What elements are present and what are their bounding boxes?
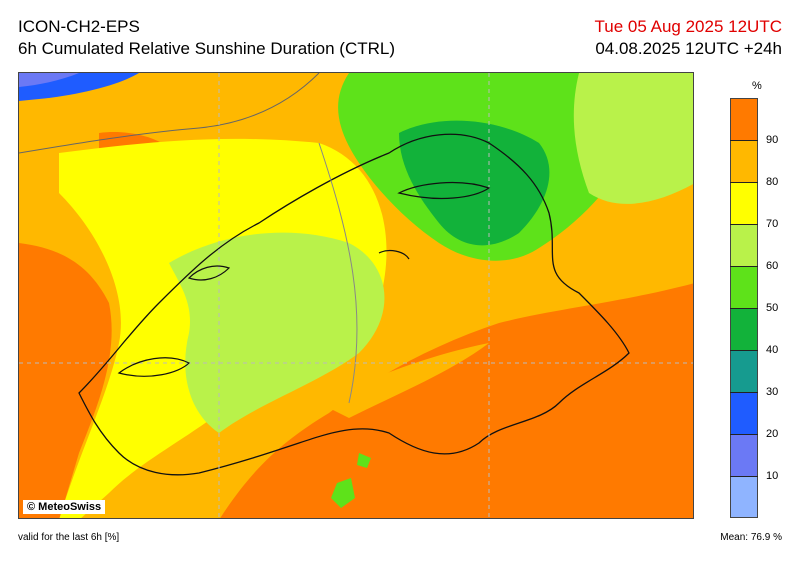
sunshine-map: © MeteoSwiss (18, 72, 694, 519)
validity-note: valid for the last 6h [%] (18, 532, 120, 543)
colorbar-tick-line (730, 140, 758, 141)
border-line-north (19, 73, 320, 154)
south-orange-region (220, 283, 693, 518)
product-name: 6h Cumulated Relative Sunshine Duration … (18, 39, 396, 58)
map-canvas (19, 73, 693, 518)
colorbar-tick-label: 80 (766, 176, 779, 188)
plateau-lightgreen (169, 232, 385, 433)
colorbar-tick-line (730, 392, 758, 393)
legend-unit: % (752, 80, 762, 92)
colorbar-segment-0-10 (731, 477, 757, 517)
colorbar-segment-50-60 (731, 267, 757, 309)
north-darkgreen-core (399, 120, 550, 246)
colorbar-segment-60-70 (731, 225, 757, 267)
colorbar-segment-80-90 (731, 141, 757, 183)
colorbar-segment-90-100 (731, 99, 757, 141)
colorbar-tick-label: 30 (766, 386, 779, 398)
south-green-spot-2 (331, 478, 355, 508)
colorbar-tick-label: 20 (766, 428, 779, 440)
colorbar-tick-line (730, 266, 758, 267)
alps-transition-strip (319, 343, 489, 418)
colorbar-segment-70-80 (731, 183, 757, 225)
colorbar-segment-40-50 (731, 309, 757, 351)
lake-lucerne (378, 249, 410, 260)
colorbar-tick-line (730, 476, 758, 477)
lake-constance (397, 181, 491, 200)
colorbar-tick-label: 40 (766, 344, 779, 356)
colorbar-tick-label: 60 (766, 260, 779, 272)
colorbar-tick-line (730, 182, 758, 183)
lake-neuchatel (187, 265, 231, 281)
colorbar-segment-20-30 (731, 393, 757, 435)
south-green-spot (357, 453, 371, 468)
west-orange-region (19, 243, 112, 518)
ne-lightgreen-region (573, 73, 693, 204)
model-name: ICON-CH2-EPS (18, 17, 140, 36)
time-block: Tue 05 Aug 2025 12UTC 04.08.2025 12UTC +… (595, 16, 782, 60)
colorbar-tick-line (730, 224, 758, 225)
colorbar-tick-line (730, 308, 758, 309)
title-block: ICON-CH2-EPS 6h Cumulated Relative Sunsh… (18, 16, 395, 60)
canton-line (318, 142, 358, 404)
colorbar-tick-line (730, 350, 758, 351)
lake-geneva (117, 357, 191, 377)
nw-blue-corner-inner (19, 73, 79, 87)
run-info: 04.08.2025 12UTC +24h (595, 39, 782, 58)
colorbar-tick-line (730, 434, 758, 435)
copyright-label: © MeteoSwiss (23, 500, 106, 514)
colorbar-tick-label: 70 (766, 218, 779, 230)
colorbar-segment-10-20 (731, 435, 757, 477)
colorbar-segment-30-40 (731, 351, 757, 393)
colorbar-tick-label: 10 (766, 470, 779, 482)
colorbar-tick-label: 50 (766, 302, 779, 314)
valid-date: Tue 05 Aug 2025 12UTC (594, 17, 782, 36)
swiss-border (78, 133, 630, 476)
mean-value: Mean: 76.9 % (720, 532, 782, 543)
colorbar-tick-label: 90 (766, 134, 779, 146)
